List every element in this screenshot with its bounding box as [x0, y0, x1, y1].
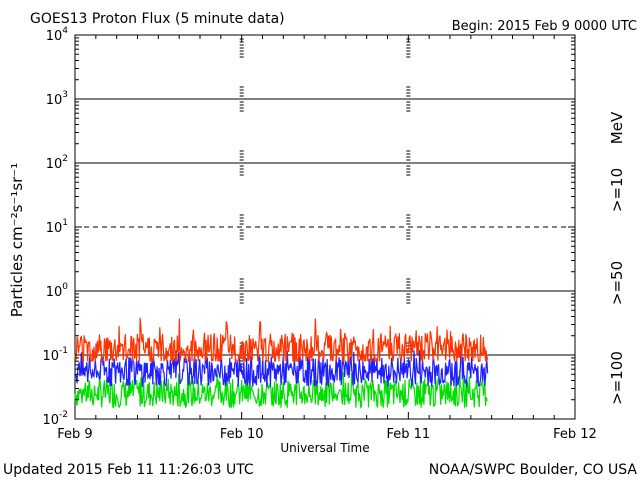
series-line-2 [74, 369, 488, 409]
legend-unit-mev: MeV [608, 111, 626, 144]
series-layer [74, 317, 489, 409]
chart-title: GOES13 Proton Flux (5 minute data) [30, 11, 285, 27]
y-tick-label: 102 [46, 154, 68, 172]
x-tick-label: Feb 12 [553, 427, 597, 442]
begin-time: Begin: 2015 Feb 9 0000 UTC [452, 19, 637, 34]
y-tick-label: 100 [46, 282, 69, 300]
y-axis-ticks: 10-2 10-1 100 101 102 103 104 [42, 26, 575, 428]
series-line-1 [74, 348, 489, 389]
y-tick-label: 10-1 [42, 346, 68, 364]
legend-series-ge50: >=50 [608, 261, 626, 305]
y-tick-label: 10-2 [42, 410, 68, 428]
x-tick-label: Feb 9 [57, 427, 92, 442]
credit-text: NOAA/SWPC Boulder, CO USA [429, 462, 638, 478]
series-line-0 [74, 317, 489, 364]
x-tick-label: Feb 10 [220, 427, 264, 442]
x-tick-label: Feb 11 [386, 427, 430, 442]
updated-timestamp: Updated 2015 Feb 11 11:26:03 UTC [3, 462, 254, 478]
y-tick-label: 101 [46, 218, 68, 236]
x-axis-ticks: Feb 9 Feb 10 Feb 11 Feb 12 [57, 35, 597, 442]
y-tick-label: 104 [46, 26, 69, 44]
y-tick-label: 103 [46, 90, 68, 108]
gridlines [75, 38, 575, 368]
legend-series-ge10: >=10 [608, 168, 626, 212]
x-axis-label: Universal Time [280, 441, 369, 455]
legend-series-ge100: >=100 [608, 351, 626, 405]
y-axis-label: Particles cm⁻²s⁻¹sr⁻¹ [8, 163, 26, 317]
